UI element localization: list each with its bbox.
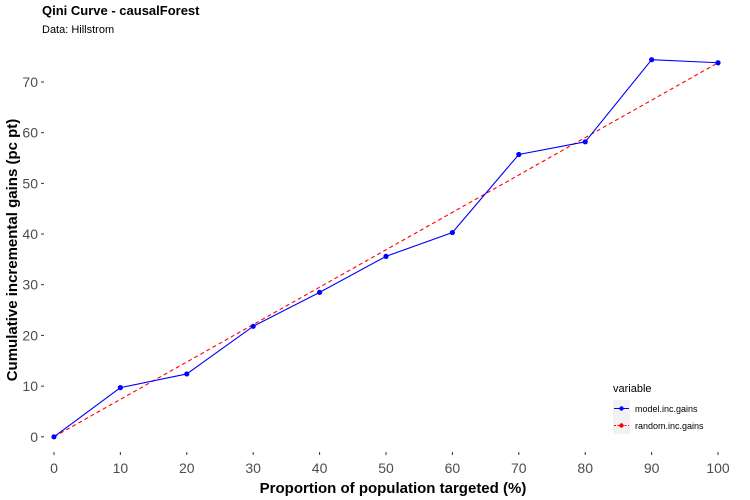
data-point — [117, 385, 123, 391]
y-tick-label: 60 — [22, 125, 38, 141]
data-point — [516, 151, 522, 158]
data-point — [649, 57, 655, 63]
x-axis-label: Proportion of population targeted (%) — [260, 480, 527, 497]
x-tick-label: 80 — [577, 460, 593, 476]
y-tick-label: 20 — [22, 327, 38, 343]
x-tick-label: 30 — [245, 460, 261, 476]
x-tick-label: 20 — [179, 460, 195, 476]
legend: variable model.inc.gains random.inc.gains — [613, 383, 704, 434]
x-tick-label: 70 — [511, 460, 527, 476]
x-tick-label: 50 — [378, 460, 394, 476]
y-tick-label: 30 — [22, 277, 38, 293]
y-tick-label: 0 — [30, 429, 38, 445]
legend-label: random.inc.gains — [635, 421, 704, 431]
legend-key-point — [619, 423, 624, 428]
x-tick-label: 40 — [312, 460, 328, 476]
y-tick-label: 10 — [22, 378, 38, 394]
data-point — [51, 434, 57, 440]
data-point — [449, 229, 456, 236]
legend-key-point — [619, 406, 624, 411]
data-point — [316, 289, 323, 295]
y-tick-label: 40 — [22, 226, 38, 242]
data-point — [715, 60, 721, 66]
data-point — [250, 323, 256, 329]
x-tick-label: 10 — [113, 460, 129, 476]
data-point — [184, 371, 190, 377]
plot-area — [51, 57, 721, 440]
series-line-random-inc-gains — [53, 62, 719, 438]
x-tick-label: 100 — [706, 460, 730, 476]
x-axis: 0 10 20 30 40 50 60 70 80 90 100 — [50, 452, 730, 476]
series-line-model-inc-gains — [53, 59, 719, 438]
y-axis: 0 10 20 30 40 50 60 70 — [22, 74, 44, 445]
chart-subtitle: Data: Hillstrom — [42, 24, 114, 36]
y-axis-label: Cumulative incremental gains (pc pt) — [4, 119, 21, 382]
y-tick-label: 70 — [22, 74, 38, 90]
data-point — [582, 139, 588, 145]
x-tick-label: 90 — [644, 460, 660, 476]
legend-title: variable — [613, 383, 652, 395]
chart-title: Qini Curve - causalForest — [42, 3, 200, 18]
y-tick-label: 50 — [22, 175, 38, 191]
legend-label: model.inc.gains — [635, 404, 698, 414]
x-tick-label: 60 — [445, 460, 461, 476]
data-point — [383, 253, 389, 259]
x-tick-label: 0 — [50, 460, 58, 476]
